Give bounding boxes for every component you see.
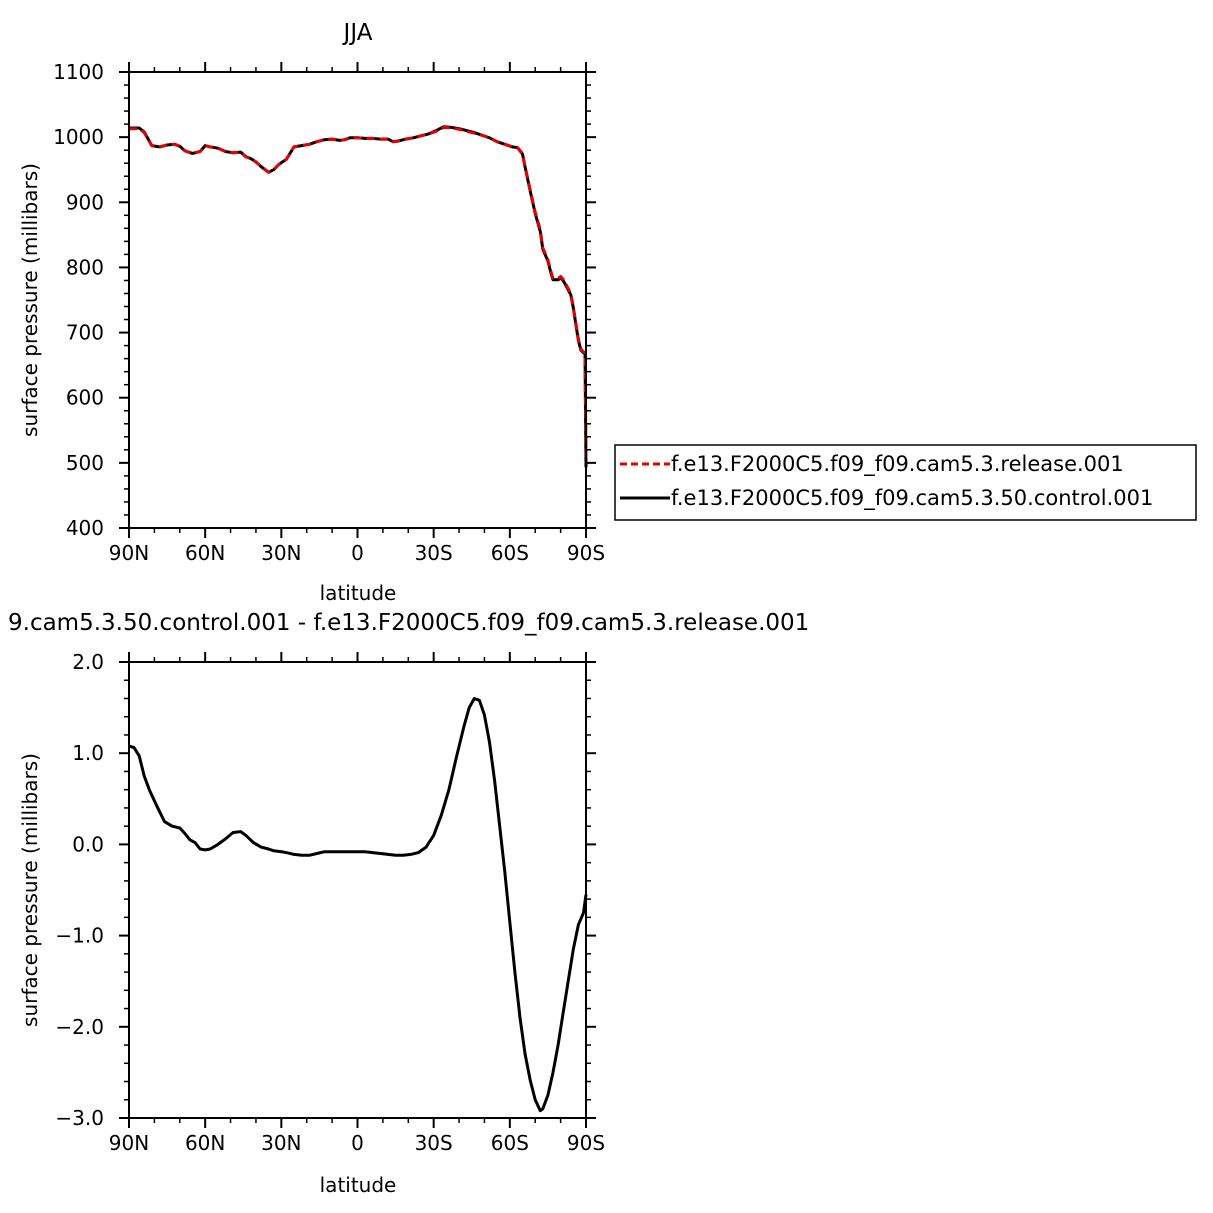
top-plot-ticks: 90N 60N 30N 0 30S 60S 90S 400 500 600 700 800 900 100…	[53, 60, 605, 565]
bottom-plot-title: 9.cam5.3.50.control.001 - f.e13.F2000C5.…	[8, 610, 809, 636]
top-y-tick-label: 1100	[53, 60, 104, 84]
bottom-y-tick-label: −1.0	[55, 924, 104, 948]
legend-label-release: f.e13.F2000C5.f09_f09.cam5.3.release.001	[671, 452, 1124, 477]
top-y-tick-label: 800	[66, 255, 104, 279]
top-x-tick-label: 30N	[261, 541, 301, 565]
bottom-x-tick-label: 60S	[491, 1131, 529, 1155]
bottom-y-axis-title: surface pressure (millibars)	[18, 753, 42, 1027]
top-y-tick-label: 400	[66, 516, 104, 540]
top-x-tick-label: 60S	[491, 541, 529, 565]
bottom-panel: 9.cam5.3.50.control.001 - f.e13.F2000C5.…	[8, 610, 809, 1197]
top-series-line-1	[129, 125, 588, 468]
bottom-x-tick-label: 90N	[109, 1131, 149, 1155]
bottom-y-tick-label: −3.0	[55, 1106, 104, 1130]
top-y-tick-label: 1000	[53, 125, 104, 149]
top-plot-frame	[128, 71, 587, 529]
bottom-y-tick-label: −2.0	[55, 1015, 104, 1039]
legend-box	[614, 444, 1197, 521]
legend-label-control: f.e13.F2000C5.f09_f09.cam5.3.50.control.…	[671, 486, 1153, 511]
bottom-y-tick-label: 1.0	[72, 741, 104, 765]
top-plot-series	[129, 125, 588, 468]
bottom-x-axis-title: latitude	[320, 1173, 397, 1197]
top-y-tick-label: 900	[66, 190, 104, 214]
bottom-y-tick-label: 0.0	[72, 832, 104, 856]
top-x-tick-label: 30S	[415, 541, 453, 565]
bottom-x-tick-label: 30N	[261, 1131, 301, 1155]
bottom-x-tick-label: 90S	[567, 1131, 605, 1155]
top-x-tick-label: 90S	[567, 541, 605, 565]
top-x-tick-label: 60N	[185, 541, 225, 565]
bottom-y-tick-label: 2.0	[72, 650, 104, 674]
bottom-x-tick-label: 60N	[185, 1131, 225, 1155]
bottom-x-tick-label: 30S	[415, 1131, 453, 1155]
top-y-tick-label: 700	[66, 321, 104, 345]
top-x-axis-title: latitude	[320, 581, 397, 605]
bottom-plot-series	[128, 697, 588, 1113]
top-x-tick-label: 0	[351, 541, 364, 565]
top-x-tick-label: 90N	[109, 541, 149, 565]
bottom-x-tick-label: 0	[351, 1131, 364, 1155]
top-plot-title: JJA	[342, 20, 373, 46]
top-series-line-0	[129, 125, 588, 463]
top-y-tick-label: 500	[66, 451, 104, 475]
legend: f.e13.F2000C5.f09_f09.cam5.3.release.001…	[614, 444, 1197, 521]
top-y-tick-label: 600	[66, 386, 104, 410]
bottom-plot-ticks: 90N 60N 30N 0 30S 60S 90S −3.0 −2.0 −1.0 0.0 1.0 2.0	[55, 650, 605, 1155]
top-y-axis-title: surface pressure (millibars)	[18, 163, 42, 437]
top-panel: JJA 90N 60N 30N 0 30S 60S 90S40050060070080090…	[18, 20, 1197, 605]
bottom-series-line-0	[128, 697, 588, 1113]
bottom-plot-frame	[128, 661, 587, 1119]
